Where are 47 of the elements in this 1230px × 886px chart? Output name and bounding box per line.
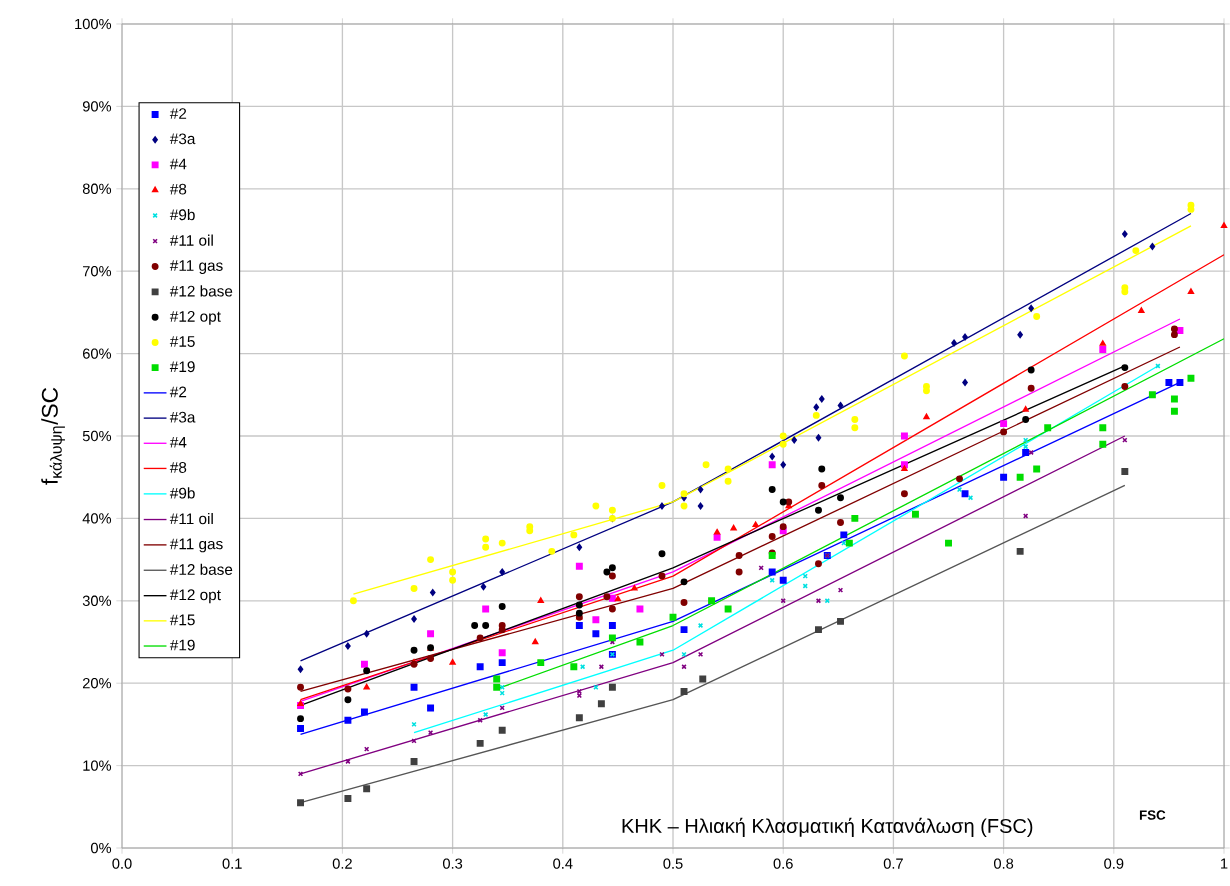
- annotation: ΚΗΚ – Ηλιακή Κλασματική Κατανάλωση (FSC): [622, 817, 1033, 838]
- x-tick-label: 0.6: [773, 858, 793, 869]
- legend-label: #8: [169, 183, 187, 195]
- legend-label: #4: [169, 158, 187, 170]
- y-tick-label: 80%: [82, 183, 112, 194]
- legend-label: #11 oil: [169, 234, 213, 246]
- legend-label: #8: [169, 462, 187, 473]
- legend-label: #12 base: [169, 285, 233, 297]
- legend-label: #9b: [169, 487, 195, 499]
- legend-label: #11 oil: [169, 512, 213, 525]
- x-tick-label: 0.0: [112, 858, 132, 869]
- legend-label: #15: [169, 614, 195, 626]
- x-tick-label: 0.9: [1104, 858, 1124, 869]
- y-tick-label: 30%: [82, 595, 112, 606]
- legend-label: #3a: [169, 411, 196, 423]
- legend-label: #11 gas: [169, 538, 223, 553]
- y-tick-label: 90%: [82, 101, 112, 112]
- y-tick-label: 10%: [83, 760, 112, 771]
- x-tick-label: 0.5: [663, 858, 683, 869]
- y-tick-label: 50%: [82, 430, 112, 442]
- x-tick-label: 0.8: [993, 858, 1014, 869]
- legend-label: #2: [169, 108, 187, 119]
- x-tick-label: 0.1: [222, 858, 242, 869]
- x-tick-label: 0.7: [883, 858, 903, 869]
- x-tick-label: 0.4: [553, 858, 573, 869]
- x-tick-label: 0.3: [442, 858, 463, 869]
- x-tick-label: 0.2: [332, 858, 352, 869]
- x-axis-title: FSC: [1139, 810, 1166, 820]
- legend-label: #9b: [169, 208, 195, 221]
- legend-label: #3a: [169, 133, 196, 145]
- legend-label: #4: [169, 437, 187, 448]
- y-tick-label: 40%: [82, 513, 112, 524]
- legend-label: #15: [169, 336, 195, 347]
- y-axis-title: f$_{κάλυψη}$/SC: [41, 387, 65, 485]
- y-tick-label: 20%: [82, 678, 112, 689]
- legend-label: #19: [169, 361, 195, 373]
- y-tick-label: 100%: [75, 18, 112, 30]
- legend-label: #12 opt: [169, 589, 221, 604]
- legend-label: #12 base: [169, 563, 233, 575]
- y-tick-label: 0%: [90, 842, 112, 854]
- y-tick-label: 60%: [83, 348, 112, 359]
- legend-label: #11 gas: [169, 260, 223, 274]
- x-tick-label: 1: [1221, 858, 1228, 869]
- legend-label: #19: [169, 639, 195, 651]
- legend-label: #12 opt: [169, 310, 221, 325]
- legend-label: #2: [169, 386, 187, 398]
- y-tick-label: 70%: [83, 266, 112, 277]
